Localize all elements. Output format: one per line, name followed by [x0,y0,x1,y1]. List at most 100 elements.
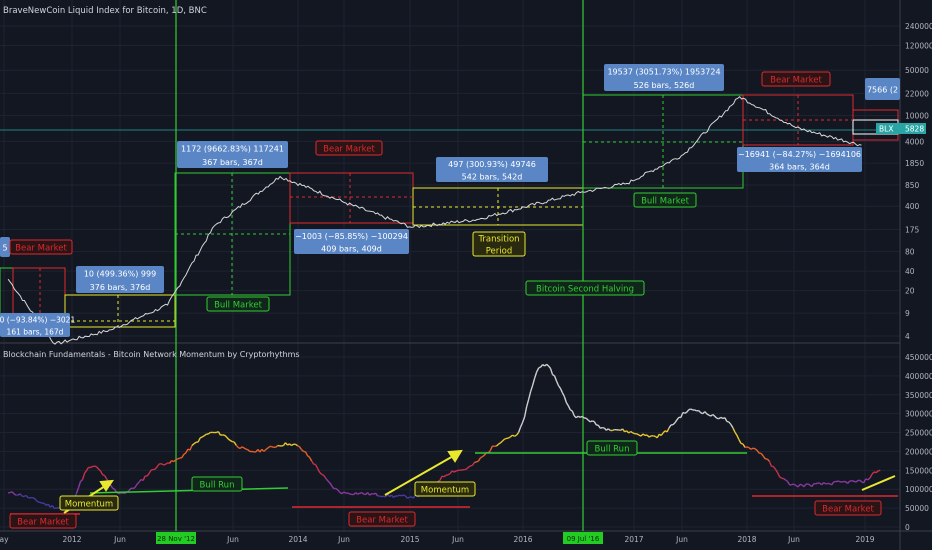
momentum-segment [90,465,93,469]
callout-2017-rally[interactable]: 19537 (3051.73%) 1953724 526 bars, 526d [604,64,724,91]
momentum-segment [829,483,833,486]
momentum-segment [476,460,479,463]
momentum-segment [593,421,597,426]
callout-2012-rally-text: 376 bars, 376d [90,283,151,292]
arrow-2015[interactable] [384,454,456,496]
momentum-segment [161,463,164,466]
callout-2012-rally[interactable]: 10 (499.36%) 999 376 bars, 376d [76,266,164,293]
momentum-segment [247,449,251,453]
momentum-segment [640,433,644,437]
price-axis[interactable]: 240000 120000 50000 22000 10000 4000 1850 850 40… [905,22,932,341]
label-momentum-2015[interactable]: Momentum [414,481,476,497]
callout-2013-rally-bg [177,141,288,168]
momentum-segment [379,495,382,498]
arrow-2019[interactable] [861,475,896,491]
momentum-segment [199,436,203,439]
momentum-segment [142,475,146,481]
momentum-segment [281,444,284,447]
momentum-segment [548,365,552,370]
momentum-segment [284,442,289,446]
label-bear-2018-bg [761,71,831,87]
label-bull-run-2012[interactable]: Bull Run [191,476,243,492]
callout-far-left[interactable]: 5 [0,237,10,257]
callout-2013-rally[interactable]: 1172 (9662.83%) 117241 367 bars, 367d [177,141,288,168]
last-price-value: 5828 [905,125,924,134]
time-axis-label: 2016 [513,535,532,544]
momentum-segment [489,445,494,451]
momentum-segment [875,470,879,474]
momentum-segment [291,443,294,447]
momentum-segment [314,464,319,469]
momentum-segment [207,431,211,435]
momentum-segment [383,495,386,498]
momentum-segment [538,366,541,369]
momentum-segment [474,461,477,464]
callout-2015-rally[interactable]: 497 (300.93%) 49746 542 bars, 542d [436,157,548,182]
callout-2014-drop[interactable]: −1003 (−85.85%) −100294 409 bars, 409d [294,229,409,254]
momentum-segment [793,483,797,487]
momentum-segment [756,449,760,454]
callout-2015-rally-text: 542 bars, 542d [462,172,523,181]
label-bear-ind-2015[interactable]: Bear Market [348,511,416,527]
momentum-segment [825,482,828,485]
label-bear-ind-2019-text: Bear Market [822,505,874,515]
momentum-segment [658,433,662,437]
indicator-tick-label: 450000 [905,353,932,362]
label-momentum-2012[interactable]: Momentum [59,495,119,511]
momentum-segment [169,460,173,464]
momentum-segment [136,481,140,485]
momentum-segment [439,475,443,481]
symbol-badge-text: BLX [879,125,893,134]
momentum-segment [516,431,520,436]
momentum-segment [853,480,856,483]
momentum-segment [785,479,789,483]
momentum-segment [263,449,267,452]
momentum-segment [399,494,402,497]
momentum-segment [271,445,274,448]
callout-2019-partial[interactable]: 7566 (2 [865,78,900,100]
momentum-segment [680,412,684,418]
momentum-segment [51,505,55,509]
callout-2018-drop-bg [737,147,862,172]
label-bear-2018[interactable]: Bear Market [761,71,831,87]
momentum-segment [563,396,568,403]
momentum-segment [865,478,869,481]
time-axis[interactable]: ay 2012 Jun 28 Nov '12 Jun 2014 Jun 2015 Jun 2016… [0,532,875,544]
momentum-segment [225,436,229,440]
momentum-segment [275,445,279,448]
momentum-segment [361,492,365,495]
label-second-halving[interactable]: Bitcoin Second Halving [525,280,645,296]
momentum-segment [666,427,670,433]
momentum-segment [102,474,105,477]
momentum-segment [807,483,811,486]
label-bear-ind-2011[interactable]: Bear Market [9,513,77,529]
callout-2018-drop[interactable]: −16941 (−84.27%) −1694106 364 bars, 364d [737,147,862,172]
momentum-segment [353,492,357,496]
momentum-segment [216,430,219,434]
momentum-segment [295,443,298,447]
momentum-segment [355,492,359,495]
momentum-segment [521,416,526,423]
momentum-segment [682,411,686,414]
momentum-segment [508,436,511,439]
price-grid [0,25,900,337]
momentum-segment [289,443,292,447]
momentum-segment [540,364,544,368]
indicator-axis[interactable]: 450000 400000 350000 300000 250000 200000 1500… [905,353,932,532]
momentum-segment [103,475,108,480]
label-bull-2017[interactable]: Bull Market [633,192,697,208]
momentum-segment [177,457,181,460]
label-bear-ind-2019[interactable]: Bear Market [814,500,882,516]
label-bull-run-2016[interactable]: Bull Run [586,440,638,456]
momentum-segment [803,483,807,488]
label-transition[interactable]: Transition Period [472,231,526,257]
price-tick-label: 1850 [905,159,924,168]
momentum-segment [341,491,345,495]
momentum-segment [327,480,331,484]
label-bull-2013[interactable]: Bull Market [206,296,270,312]
label-bear-2014[interactable]: Bear Market [315,140,383,156]
momentum-segment [668,424,672,429]
callout-2011-drop[interactable]: 30 (−93.84%) −3021 161 bars, 167d [0,313,75,337]
label-bear-2011[interactable]: Bear Market [9,239,73,255]
